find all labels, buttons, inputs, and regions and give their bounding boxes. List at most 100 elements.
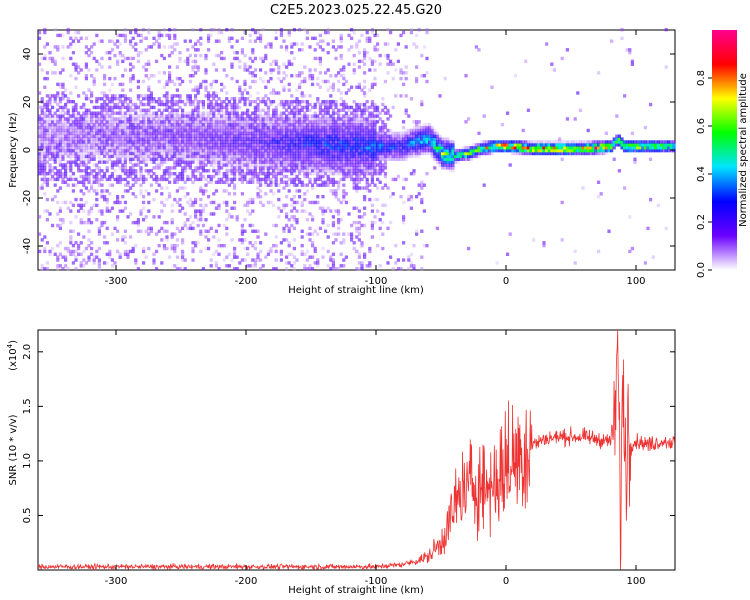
spectrogram-cell xyxy=(90,111,94,115)
spectrogram-cell xyxy=(292,114,296,118)
spectrogram-cell xyxy=(357,120,361,124)
spectrogram-cell xyxy=(350,146,354,150)
spectrogram-cell xyxy=(48,51,52,55)
spectrogram-cell xyxy=(173,143,177,147)
spectrogram-cell xyxy=(318,174,322,179)
spectrogram-cell xyxy=(212,62,216,66)
spectrogram-cell xyxy=(365,108,369,112)
spectrogram-cell xyxy=(157,30,161,35)
spectrogram-cell xyxy=(399,68,403,72)
spectrogram-cell xyxy=(183,212,187,216)
spectrogram-cell xyxy=(53,140,57,144)
spectrogram-cell xyxy=(136,125,140,130)
spectrogram-cell xyxy=(74,114,78,118)
spectrogram-cell xyxy=(277,146,281,150)
spectrogram-cell xyxy=(134,134,138,138)
spectrogram-cell xyxy=(79,120,83,124)
spectrogram-cell xyxy=(71,249,75,254)
spectrogram-cell xyxy=(64,146,68,150)
spectrogram-cell xyxy=(175,154,179,159)
spectrogram-cell xyxy=(313,123,317,127)
spectrogram-cell xyxy=(61,94,65,98)
spectrogram-cell xyxy=(194,215,198,219)
spectrogram-cell xyxy=(199,123,203,127)
spectrogram-cell xyxy=(277,197,281,202)
spectrogram-cell xyxy=(194,151,198,156)
spectrogram-cell xyxy=(95,125,99,130)
spectrogram-cell xyxy=(256,123,260,127)
spectrogram-cell xyxy=(240,169,244,173)
spectrogram-cell xyxy=(69,137,73,141)
spectrogram-cell xyxy=(378,151,382,156)
spectrogram-cell xyxy=(84,65,88,69)
spectrogram-cell xyxy=(181,79,185,84)
spectrogram-cell xyxy=(324,102,328,107)
spectrogram-cell xyxy=(90,143,94,147)
spectrogram-cell xyxy=(165,197,169,202)
spectrogram-cell xyxy=(173,177,177,182)
spectrogram-cell xyxy=(77,140,81,144)
spectrogram-cell xyxy=(324,105,328,110)
spectrogram-cell xyxy=(45,128,49,133)
spectrogram-cell xyxy=(56,243,60,248)
spectrogram-cell xyxy=(66,160,70,164)
spectrogram-cell xyxy=(147,151,151,156)
spectrogram-cell xyxy=(272,154,276,159)
spectrogram-cell xyxy=(321,128,325,133)
spectrogram-cell xyxy=(108,114,112,118)
spectrogram-cell xyxy=(251,243,255,248)
spectrogram-cell xyxy=(324,160,328,164)
spectrogram-cell xyxy=(394,140,398,144)
spectrogram-cell xyxy=(136,59,140,64)
spectrogram-cell xyxy=(108,151,112,156)
spectrogram-cell xyxy=(74,137,78,141)
spectrogram-cell xyxy=(71,114,75,118)
spectrogram-cell xyxy=(274,243,278,248)
spectrogram-cell xyxy=(331,140,335,144)
spectrogram-cell xyxy=(108,255,112,259)
spectrogram-cell xyxy=(321,154,325,159)
spectrogram-cell xyxy=(160,102,164,107)
spectrogram-cell xyxy=(95,166,99,170)
spectrogram-cell xyxy=(227,264,231,268)
spectrogram-cell xyxy=(139,114,143,118)
spectrogram-cell xyxy=(113,128,117,133)
spectrogram-cell xyxy=(352,148,356,153)
spectrogram-cell xyxy=(363,134,367,138)
spectrogram-cell xyxy=(368,36,372,40)
spectrogram-cell xyxy=(196,39,200,43)
spectrogram-cell xyxy=(84,137,88,141)
spectrogram-cell xyxy=(383,105,387,110)
spectrogram-cell xyxy=(331,261,335,265)
spectrogram-cell xyxy=(97,146,101,150)
spectrogram-cell xyxy=(160,131,164,136)
spectrogram-cell xyxy=(165,102,169,107)
spectrogram-cell xyxy=(173,148,177,153)
spectrogram-cell xyxy=(352,68,356,72)
spectrogram-cell xyxy=(170,120,174,124)
spectrogram-cell xyxy=(56,140,60,144)
spectrogram-cell xyxy=(173,151,177,156)
spectrogram-cell xyxy=(162,148,166,153)
spectrogram-cell xyxy=(318,71,322,75)
spectrogram-cell xyxy=(204,246,208,251)
spectrogram-cell xyxy=(329,180,333,184)
spectrogram-cell xyxy=(157,154,161,159)
spectrogram-cell xyxy=(347,154,351,159)
spectrogram-cell xyxy=(324,120,328,124)
spectrogram-cell xyxy=(183,267,187,271)
spectrogram-cell xyxy=(53,177,57,182)
spectrogram-cell xyxy=(126,108,130,112)
spectrogram-cell xyxy=(66,140,70,144)
spectrogram-cell xyxy=(365,264,369,268)
spectrogram-cell xyxy=(342,232,346,236)
spectrogram-cell xyxy=(77,30,81,35)
spectrogram-cell xyxy=(311,215,315,219)
spectrogram-cell xyxy=(287,88,291,92)
spectrogram-cell xyxy=(308,160,312,164)
spectrogram-cell xyxy=(61,255,65,259)
spectrogram-cell xyxy=(77,232,81,236)
spectrogram-cell xyxy=(238,160,242,164)
spectrogram-cell xyxy=(207,146,211,150)
spectrogram-cell xyxy=(100,220,104,225)
